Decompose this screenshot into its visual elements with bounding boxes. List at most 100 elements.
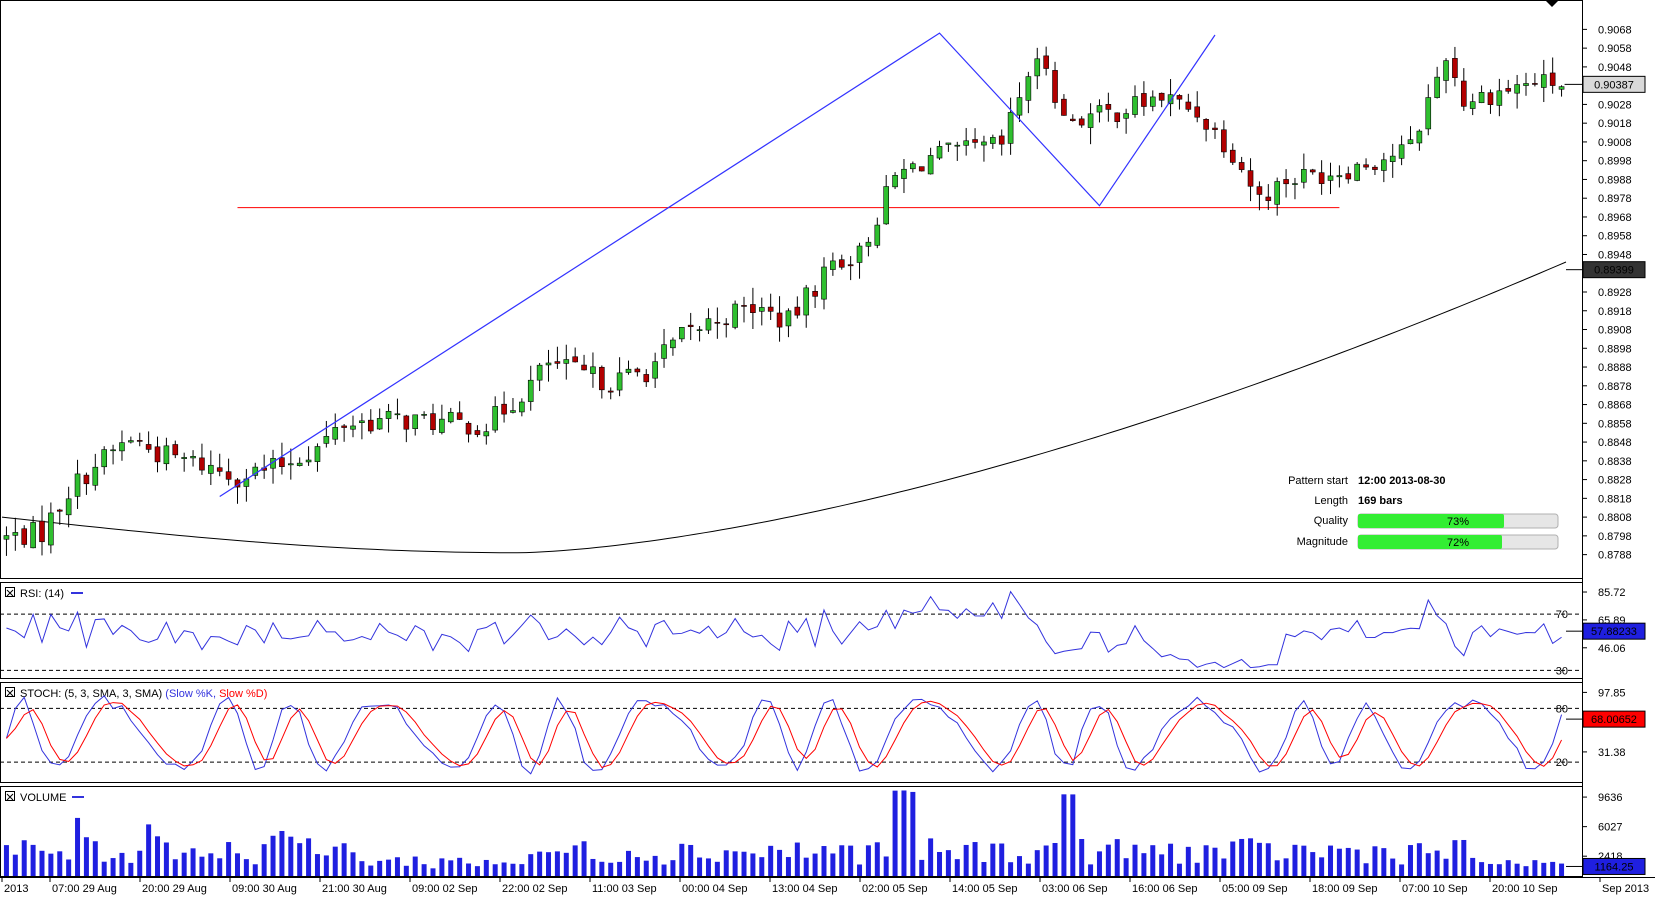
candle [1016, 82, 1023, 122]
candle-body [376, 418, 383, 430]
candle [1247, 158, 1254, 202]
candle [1176, 94, 1183, 110]
candle [652, 352, 658, 388]
volume-bar [66, 859, 72, 876]
zigzag-line [219, 32, 1216, 497]
volume-bar [705, 858, 711, 876]
candle [705, 308, 712, 335]
quality-bar-fill [1358, 514, 1504, 528]
volume-close-checkbox[interactable] [5, 791, 15, 801]
panel-tick-label: 9636 [1598, 792, 1622, 804]
candle-body [314, 446, 321, 462]
candle-body [590, 366, 596, 374]
candle-body [838, 259, 845, 268]
volume-bar [1025, 863, 1031, 876]
candle [865, 237, 872, 257]
candle-body [74, 473, 81, 497]
candle-body [1443, 60, 1449, 81]
candle-body [83, 474, 90, 485]
price-axis: 0.9068 0.9058 0.9048 0.9028 0.9018 0.9008 0.89… [1582, 24, 1632, 562]
candle-body [216, 467, 223, 472]
candle [767, 293, 774, 320]
candle-body [732, 303, 738, 328]
candle [1523, 72, 1529, 96]
volume-bar [590, 858, 596, 876]
candle [359, 413, 365, 440]
candle [981, 135, 987, 162]
candle-body [92, 466, 99, 486]
volume-bar [48, 853, 54, 876]
price-tick-label: 0.9018 [1598, 118, 1632, 130]
last-price-badge [1582, 75, 1646, 93]
candle-body [163, 445, 170, 465]
volume-bar [314, 854, 320, 876]
candle-body [1416, 130, 1423, 144]
candle-body [821, 266, 827, 300]
volume-bar [1381, 848, 1387, 876]
price-tick-label: 0.9068 [1598, 24, 1632, 36]
candle [616, 357, 623, 397]
price-tick-label: 0.8848 [1598, 437, 1632, 449]
volume-bar [1016, 856, 1022, 876]
volume-bar [12, 854, 18, 876]
volume-bar [279, 830, 285, 876]
candle-body [412, 414, 419, 429]
volume-bar [1168, 843, 1174, 876]
volume-bar [1159, 854, 1165, 876]
candle-body [918, 166, 925, 172]
candle-body [1203, 119, 1209, 130]
volume-bar [617, 861, 623, 876]
candle-body [1469, 101, 1476, 109]
scroll-marker-icon[interactable] [1546, 1, 1558, 7]
volume-bar [857, 864, 863, 876]
candle-body [492, 406, 498, 431]
volume-bar [1114, 839, 1120, 876]
volume-bar [510, 863, 516, 876]
panel-tick-label: 85.72 [1598, 587, 1626, 599]
candle-body [536, 364, 543, 381]
volume-bar [1212, 847, 1218, 876]
candle [172, 440, 179, 459]
candle [128, 436, 134, 444]
volume-bar [1452, 840, 1458, 876]
volume-bar [679, 843, 685, 876]
candle [1558, 85, 1565, 97]
candle [838, 254, 845, 270]
candle [216, 453, 223, 477]
candle-body [936, 146, 943, 159]
candle-body [1256, 186, 1263, 195]
candle-body [30, 522, 36, 549]
rsi-close-checkbox[interactable] [5, 587, 15, 597]
candle [1238, 156, 1245, 173]
candle [661, 328, 667, 368]
volume-bar [1319, 857, 1325, 876]
candle [1061, 94, 1067, 116]
candle [56, 508, 63, 525]
volume-bar [1123, 858, 1129, 876]
volume-bar [1052, 843, 1058, 876]
candle [252, 462, 259, 480]
candle [625, 360, 632, 375]
stoch-close-checkbox[interactable] [5, 687, 15, 697]
time-tick-label: 18:00 09 Sep [1312, 883, 1377, 895]
volume-bar [457, 857, 463, 876]
volume-bar [714, 861, 720, 876]
candle [643, 369, 650, 387]
candle [1434, 66, 1440, 99]
candle-body [1212, 127, 1218, 130]
candle [803, 284, 810, 328]
candle-body [1425, 97, 1432, 130]
volume-bar [1505, 860, 1511, 876]
volume-bar [865, 845, 871, 876]
candle [954, 141, 961, 161]
panel-tick-label: 31.38 [1598, 747, 1626, 759]
candle [1070, 114, 1076, 122]
candle-body [65, 498, 72, 516]
volume-bar [999, 843, 1005, 876]
candle [990, 134, 996, 149]
candle-body [225, 471, 232, 480]
candle [1034, 47, 1041, 90]
volume-bar [546, 852, 552, 876]
candle [527, 365, 534, 411]
candle [1212, 122, 1218, 139]
